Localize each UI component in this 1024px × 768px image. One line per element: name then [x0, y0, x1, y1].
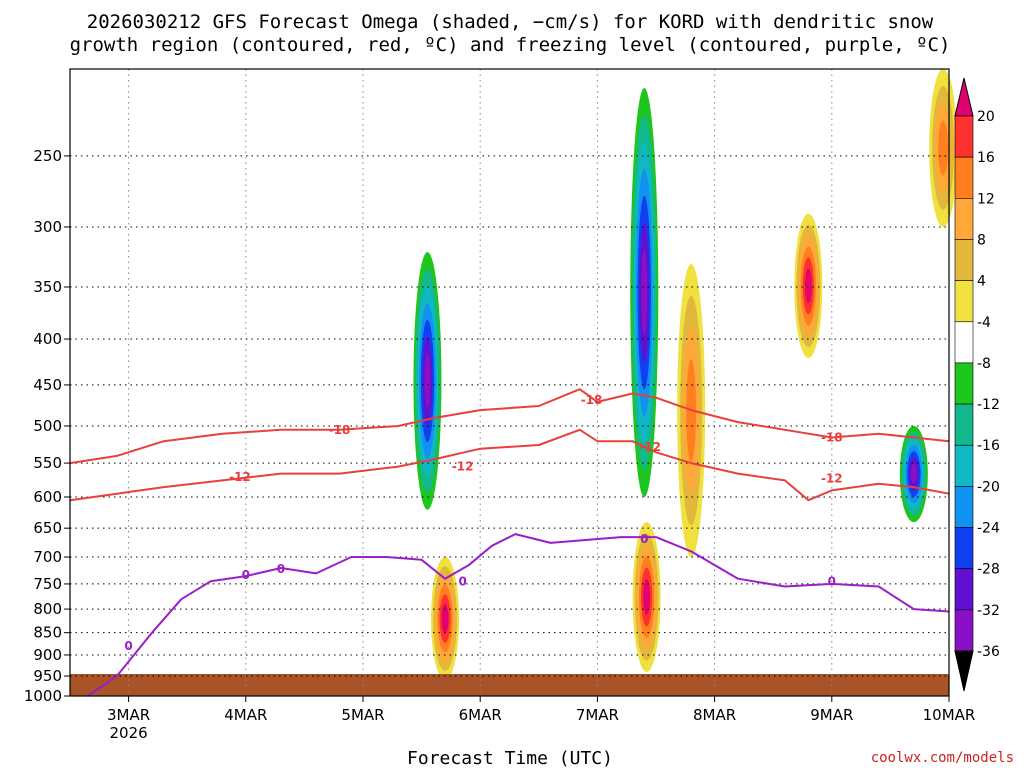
colorbar-band	[954, 444, 974, 487]
omega-cell	[938, 120, 949, 176]
contour-lines	[69, 388, 950, 697]
contour-label: -18	[329, 423, 351, 437]
y-tick-label: 400	[33, 330, 62, 348]
colorbar-label: -36	[977, 644, 1000, 660]
plot-frame	[69, 68, 950, 697]
x-tick-label: 9MAR	[810, 706, 853, 724]
colorbar-band	[954, 362, 974, 405]
omega-feature	[413, 252, 442, 510]
x-axis-label: Forecast Time (UTC)	[407, 748, 613, 768]
colorbar-band	[954, 321, 974, 364]
colorbar-label: -28	[977, 562, 1000, 578]
terrain-fill	[70, 674, 949, 696]
x-tick-label: 6MAR	[459, 706, 502, 724]
colorbar-label: 16	[977, 150, 995, 166]
omega-feature	[632, 522, 661, 672]
x-tick-label: 10MAR	[923, 706, 976, 724]
y-tick-label: 950	[33, 667, 62, 685]
contour-label: -12	[639, 440, 661, 454]
omega-feature	[431, 557, 460, 681]
plot-background	[70, 69, 949, 696]
omega-cell	[441, 603, 449, 634]
contour-line	[87, 533, 950, 697]
colorbar-band	[954, 568, 974, 611]
colorbar-band	[954, 486, 974, 528]
contour-line	[69, 388, 950, 465]
omega-cell	[804, 268, 812, 304]
y-tick-label: 450	[33, 376, 62, 394]
contour-label: -12	[229, 470, 251, 484]
x-tick-label: 8MAR	[693, 706, 736, 724]
y-tick-label: 600	[33, 488, 62, 506]
colorbar-label: 4	[977, 274, 986, 290]
x-tick-label: 5MAR	[341, 706, 384, 724]
x-year-label: 2026	[110, 724, 148, 742]
y-tick-label: 800	[33, 600, 62, 618]
y-tick-label: 350	[33, 278, 62, 296]
colorbar-label: 8	[977, 232, 986, 248]
contour-label: 0	[640, 532, 648, 546]
y-tick-label: 650	[33, 519, 62, 537]
omega-cell	[641, 249, 648, 336]
colorbar-top-arrow	[954, 77, 974, 117]
y-tick-label: 850	[33, 624, 62, 642]
omega-cell	[910, 463, 917, 485]
colorbar-label: 12	[977, 191, 995, 207]
omega-feature	[794, 213, 823, 359]
colorbar: 20 16 12 8 4 -4 -8 -12 -16 -20 -24 -28 -32 -36	[954, 77, 1000, 692]
plot-area	[70, 68, 958, 696]
colorbar-band	[954, 156, 974, 199]
grid-lines	[70, 69, 950, 697]
omega-cell	[424, 353, 431, 409]
contour-label: -18	[581, 393, 603, 407]
omega-cell	[643, 578, 651, 616]
colorbar-band	[954, 115, 974, 158]
y-tick-label: 750	[33, 575, 62, 593]
colorbar-label: -16	[977, 438, 1000, 454]
contour-label: 0	[277, 562, 285, 576]
omega-feature	[630, 88, 659, 497]
contour-label: -18	[821, 430, 843, 444]
omega-feature	[899, 425, 928, 523]
contour-label: 0	[124, 639, 132, 653]
colorbar-band	[954, 527, 974, 569]
colorbar-bottom-arrow	[954, 650, 974, 692]
y-tick-label: 250	[33, 147, 62, 165]
colorbar-label: -32	[977, 603, 1000, 619]
colorbar-label: 20	[977, 109, 995, 125]
x-tick-label: 4MAR	[224, 706, 267, 724]
y-tick-label: 900	[33, 646, 62, 664]
y-tick-label: 500	[33, 417, 62, 435]
colorbar-label: -4	[977, 315, 991, 331]
contour-line	[69, 428, 950, 502]
contour-label: 0	[828, 574, 836, 588]
y-tick-label: 300	[33, 218, 62, 236]
chart-title-line2: growth region (contoured, red, ºC) and f…	[70, 34, 951, 56]
colorbar-band	[954, 280, 974, 323]
colorbar-label: -20	[977, 479, 1000, 495]
y-tick-label: 700	[33, 548, 62, 566]
contour-label: 0	[242, 568, 250, 582]
colorbar-label: -12	[977, 397, 1000, 413]
credit-text: coolwx.com/models	[871, 750, 1014, 766]
colorbar-label: -8	[977, 356, 991, 372]
contour-labels: -18 -18 -18 -12 -12 -12 -12 0 0 0 0 0 0	[124, 393, 842, 653]
colorbar-label: -24	[977, 521, 1000, 537]
y-tick-label: 550	[33, 454, 62, 472]
omega-feature	[929, 68, 958, 227]
contour-label: -12	[821, 471, 843, 485]
contour-label: -12	[452, 460, 474, 474]
colorbar-band	[954, 239, 974, 281]
x-tick-label: 7MAR	[576, 706, 619, 724]
contour-label: 0	[458, 574, 466, 588]
colorbar-band	[954, 609, 974, 652]
colorbar-band	[954, 198, 974, 240]
x-tick-label: 3MAR	[107, 706, 150, 724]
y-tick-label: 1000	[24, 687, 62, 705]
chart-title-line1: 2026030212 GFS Forecast Omega (shaded, −…	[87, 11, 934, 33]
x-axis: 3MAR 4MAR 5MAR 6MAR 7MAR 8MAR 9MAR 10MAR 2026	[107, 696, 975, 742]
y-axis: 250 300 350 400 450 500 550 600 650 700 750 800 850 9…	[24, 147, 70, 705]
colorbar-band	[954, 403, 974, 446]
